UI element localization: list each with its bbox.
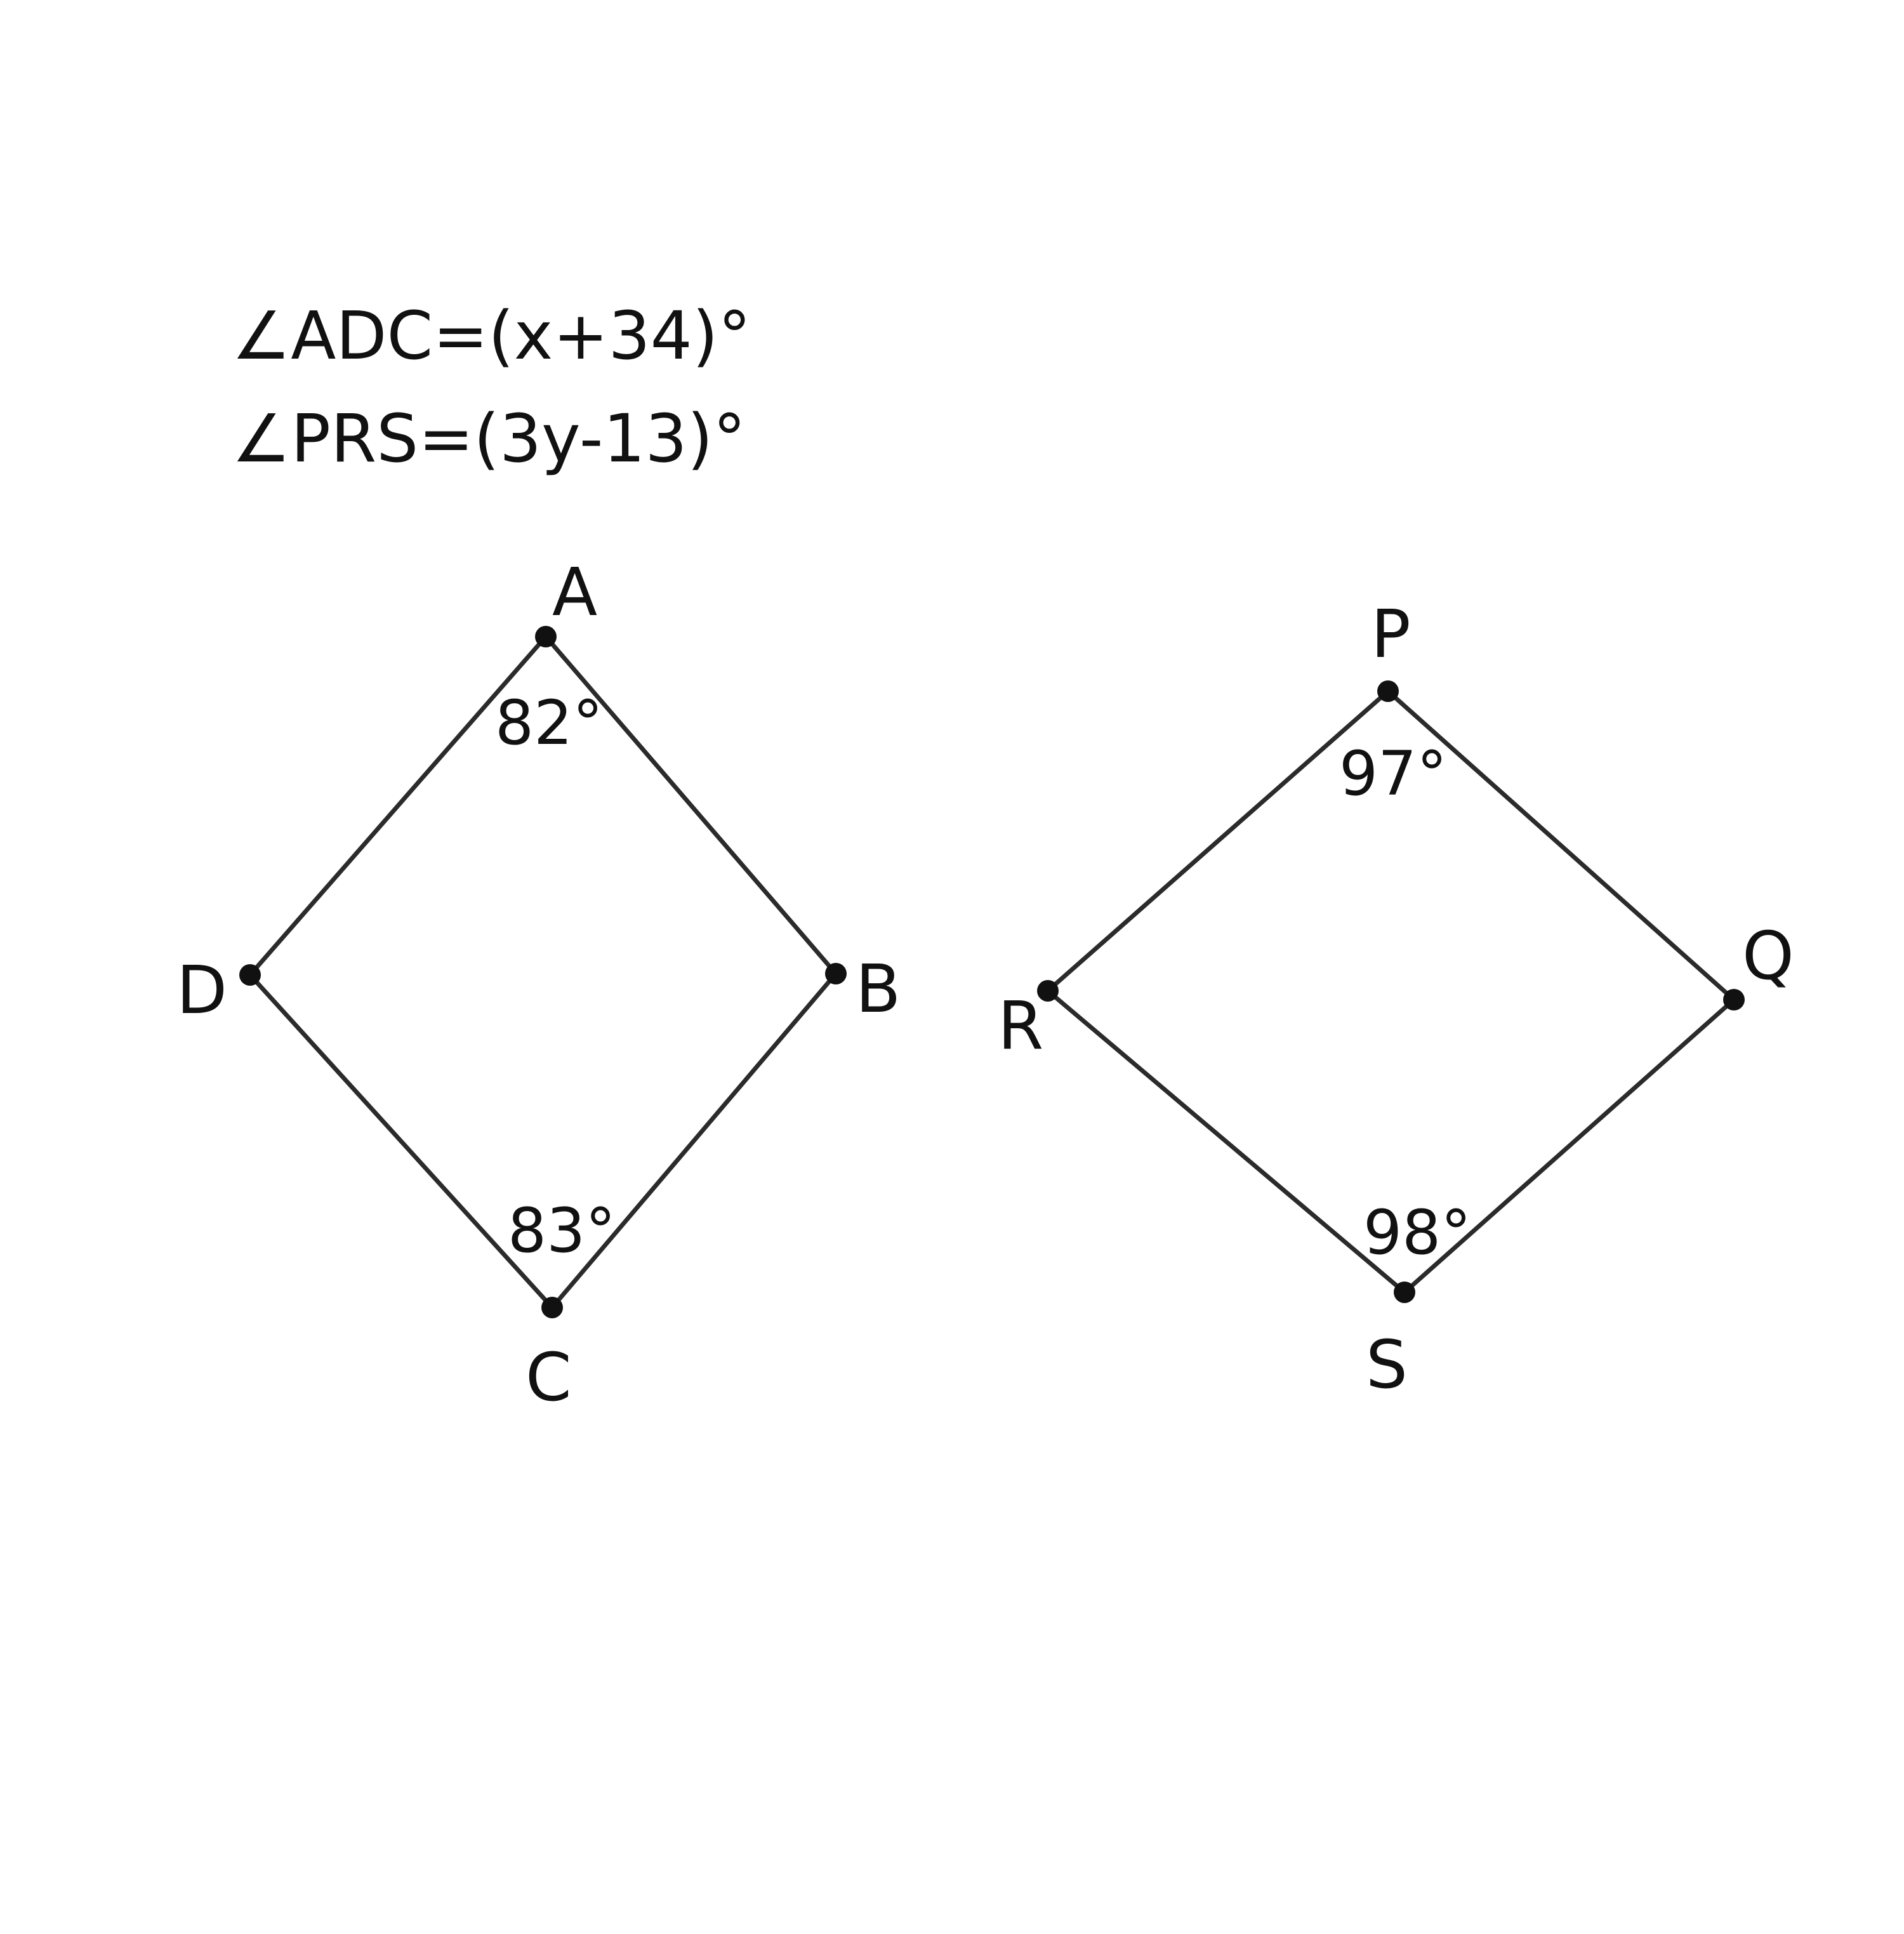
- vertex-d-point: [239, 964, 261, 986]
- angle-a-label: 82°: [495, 687, 603, 758]
- vertex-a-label: A: [552, 553, 597, 631]
- vertex-b-label: B: [856, 950, 901, 1028]
- angle-c-label: 83°: [508, 1195, 616, 1266]
- vertex-p-label: P: [1371, 595, 1411, 673]
- edge-qs: [1402, 997, 1736, 1295]
- quadrilateral-pqrs: P Q R S 97° 98°: [998, 595, 1794, 1403]
- edge-da: [248, 634, 548, 977]
- equation-prs: ∠PRS=(3y-13)°: [232, 400, 746, 477]
- vertex-r-label: R: [998, 987, 1043, 1064]
- edge-bc: [550, 971, 838, 1310]
- vertex-r-point: [1037, 980, 1059, 1002]
- angle-s-label: 98°: [1363, 1197, 1471, 1268]
- vertex-s-point: [1394, 1282, 1415, 1303]
- edge-cd: [248, 972, 555, 1310]
- quadrilateral-abcd: A B C D 82° 83°: [176, 553, 901, 1416]
- vertex-p-point: [1377, 680, 1399, 702]
- edge-sr: [1045, 988, 1407, 1295]
- vertex-s-label: S: [1366, 1326, 1408, 1403]
- equation-adc: ∠ADC=(x+34)°: [232, 297, 751, 374]
- vertex-c-label: C: [526, 1339, 572, 1416]
- vertex-d-label: D: [176, 951, 227, 1029]
- vertex-q-label: Q: [1742, 917, 1794, 995]
- edge-pq: [1385, 689, 1736, 1002]
- edge-ab: [543, 634, 838, 976]
- vertex-c-point: [541, 1297, 563, 1318]
- angle-p-label: 97°: [1339, 738, 1447, 809]
- edge-rp: [1045, 689, 1391, 993]
- vertex-a-point: [535, 626, 557, 647]
- vertex-b-point: [825, 963, 847, 984]
- vertex-q-point: [1723, 989, 1745, 1010]
